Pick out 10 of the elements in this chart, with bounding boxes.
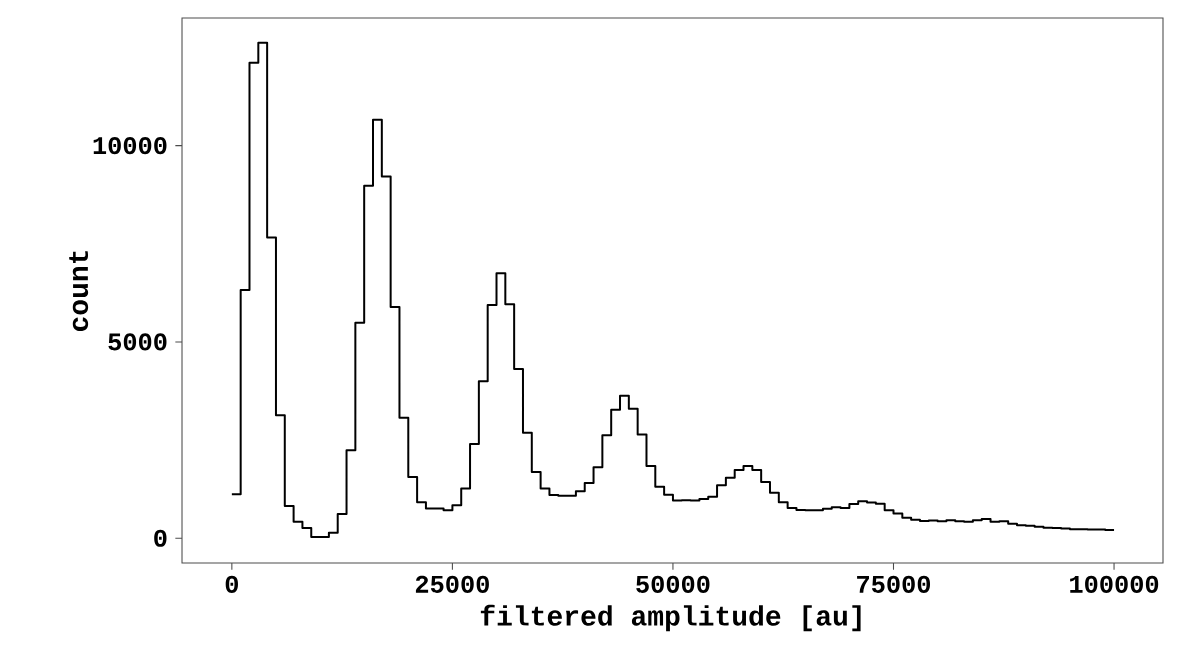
x-axis-title: filtered amplitude [au]: [480, 604, 861, 632]
x-tick-label: 75000: [857, 575, 931, 593]
x-tick-label: 100000: [1070, 575, 1159, 593]
y-tick-label: 0: [154, 529, 167, 547]
y-tick-label: 10000: [93, 137, 167, 155]
x-tick-label: 25000: [415, 575, 489, 593]
y-tick-label: 5000: [108, 333, 167, 351]
y-axis-title: count: [69, 251, 89, 331]
x-tick-label: 50000: [636, 575, 710, 593]
x-tick-label: 0: [225, 575, 238, 593]
